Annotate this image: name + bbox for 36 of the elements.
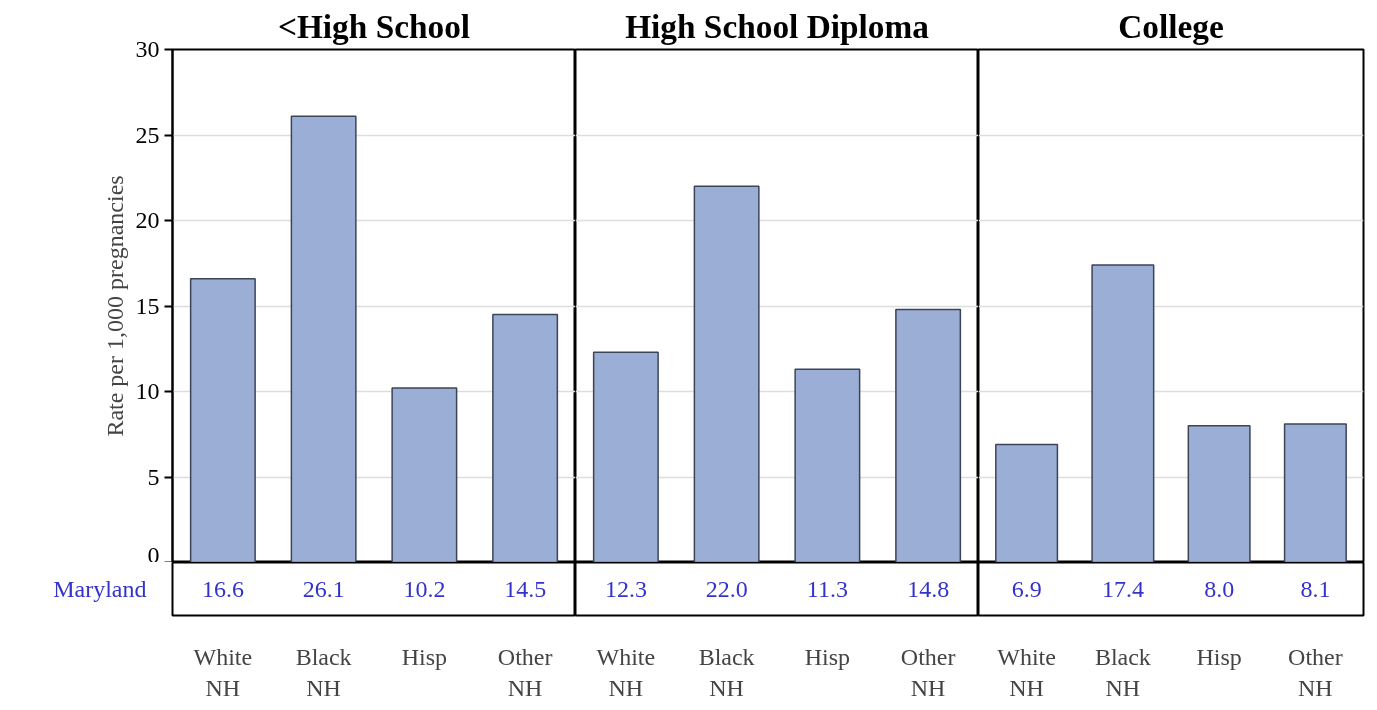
text: Maryland bbox=[53, 576, 147, 602]
y-tick-label: 10 bbox=[135, 378, 160, 404]
data-label: 17.4 bbox=[1101, 575, 1144, 602]
x-tick-label: White NH bbox=[596, 643, 656, 701]
data-label: 6.9 bbox=[1011, 575, 1042, 602]
y-tick-label: 20 bbox=[135, 207, 160, 233]
chart-title: High School Diploma bbox=[625, 7, 930, 45]
x-tick-label: Hisp bbox=[401, 643, 448, 670]
x-tick-label: White NH bbox=[997, 643, 1056, 701]
data-label: 12.3 bbox=[604, 575, 647, 602]
data-label: 14.8 bbox=[907, 575, 950, 602]
data-label: 8.0 bbox=[1204, 575, 1235, 602]
data-label: 10.2 bbox=[403, 575, 446, 602]
data-label: 16.6 bbox=[201, 575, 244, 602]
x-tick-label: Other NH bbox=[900, 643, 956, 701]
x-tick-label: Black NH bbox=[295, 643, 352, 701]
x-tick-label: Black NH bbox=[1094, 643, 1151, 701]
chart-title: College bbox=[1118, 7, 1224, 45]
y-tick-label: 5 bbox=[147, 463, 160, 490]
data-label: 11.3 bbox=[806, 575, 848, 602]
x-tick-label: Black NH bbox=[698, 643, 755, 701]
x-tick-label: Other NH bbox=[1288, 643, 1343, 701]
y-tick-label: 0 bbox=[147, 541, 160, 568]
y-tick-label: 25 bbox=[135, 121, 160, 148]
y-tick-label: 30 bbox=[135, 36, 160, 62]
x-tick-label: White NH bbox=[193, 643, 253, 701]
chart-title: <High School bbox=[277, 7, 471, 45]
data-label: 26.1 bbox=[302, 575, 345, 602]
data-label: 14.5 bbox=[504, 575, 547, 602]
y-axis-title: Rate per 1,000 pregnancies bbox=[101, 175, 128, 437]
x-tick-label: Hisp bbox=[804, 643, 851, 670]
x-tick-label: Hisp bbox=[1196, 643, 1242, 670]
data-label: 22.0 bbox=[705, 575, 748, 602]
x-tick-label: Other NH bbox=[497, 643, 553, 701]
data-label: 8.1 bbox=[1300, 575, 1331, 602]
y-tick-label: 15 bbox=[135, 292, 160, 319]
